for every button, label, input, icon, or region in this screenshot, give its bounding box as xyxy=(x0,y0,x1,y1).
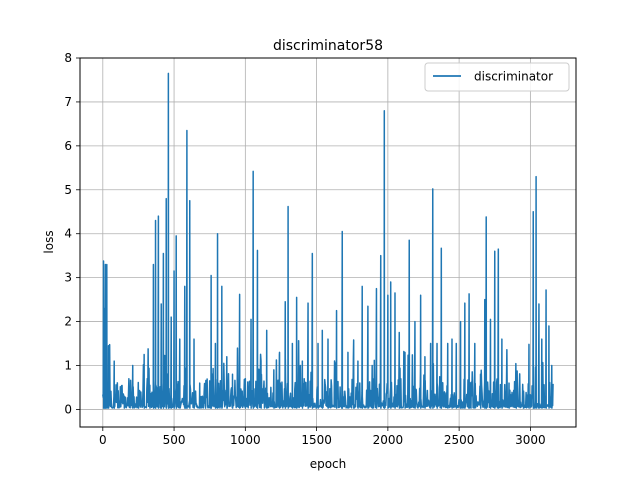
y-tick-label: 4 xyxy=(64,227,72,241)
x-axis-label: epoch xyxy=(310,457,347,471)
y-axis-label: loss xyxy=(42,230,56,253)
x-tick-label: 2500 xyxy=(444,433,475,447)
y-tick-label: 7 xyxy=(64,95,72,109)
y-axis-ticks: 0 1 2 3 4 5 6 7 8 xyxy=(64,51,80,416)
y-tick-label: 8 xyxy=(64,51,72,65)
y-tick-label: 0 xyxy=(64,402,72,416)
legend-box xyxy=(424,62,570,92)
x-tick-label: 500 xyxy=(163,433,186,447)
legend: discriminator xyxy=(424,62,570,92)
y-tick-label: 5 xyxy=(64,183,72,197)
x-tick-label: 1500 xyxy=(301,433,332,447)
y-tick-label: 2 xyxy=(64,315,72,329)
chart-title: discriminator58 xyxy=(273,38,383,54)
series-line-discriminator xyxy=(102,72,554,409)
y-tick-label: 6 xyxy=(64,139,72,153)
legend-label-discriminator: discriminator xyxy=(474,70,553,84)
y-tick-label: 1 xyxy=(64,359,72,373)
plot-area-frame xyxy=(79,57,577,428)
x-tick-label: 1000 xyxy=(230,433,261,447)
x-tick-label: 2000 xyxy=(373,433,404,447)
x-axis-ticks: 0 500 1000 1500 2000 2500 3000 xyxy=(99,427,546,447)
x-tick-label: 0 xyxy=(99,433,107,447)
y-tick-label: 3 xyxy=(64,271,72,285)
x-tick-label: 3000 xyxy=(515,433,546,447)
series-layer xyxy=(102,72,554,409)
